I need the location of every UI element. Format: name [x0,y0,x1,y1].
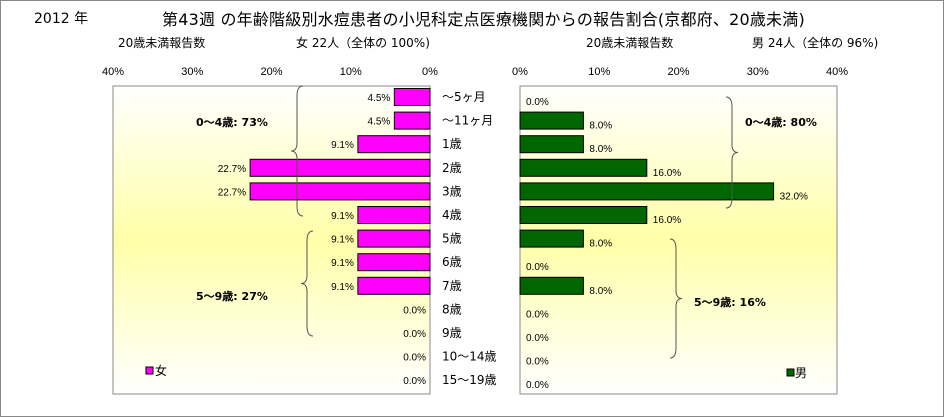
female-bar-label: 0.0% [403,305,426,316]
female-annotation-0-4: 0〜4歳: 73% [196,115,268,129]
age-category-label: 7歳 [442,279,462,293]
male-subtitle-right: 男 24人（全体の 96%) [752,36,879,50]
chart-year: 2012 年 [34,11,89,27]
male-x-tick-label: 0% [512,66,528,78]
female-brace-5-9 [300,230,314,337]
age-category-label: 〜5ヶ月 [442,90,486,104]
male-bar [519,182,775,201]
female-bar-label: 0.0% [403,329,426,340]
male-bar-label: 0.0% [526,262,549,273]
female-bar-label: 0.0% [403,353,426,364]
male-brace-0-4 [725,96,739,209]
male-bar-label: 0.0% [526,309,549,320]
male-x-tick-label: 20% [667,66,689,78]
female-x-tick-label: 30% [181,66,203,78]
male-bar-label: 32.0% [780,191,808,202]
female-bar [357,206,431,224]
age-category-label: 1歳 [442,137,462,151]
male-bar-label: 0.0% [526,380,549,391]
male-x-tick-label: 10% [588,66,610,78]
female-bar-label: 22.7% [218,164,246,175]
female-bar-label: 9.1% [331,282,354,293]
male-bar-label: 8.0% [589,144,612,155]
male-bar-label: 8.0% [589,286,612,297]
male-bar-label: 16.0% [653,168,681,179]
female-x-tick-label: 20% [260,66,282,78]
female-bar [393,88,431,106]
female-x-tick-label: 40% [102,66,124,78]
male-bar-label: 0.0% [526,97,549,108]
male-x-tick-label: 30% [747,66,769,78]
female-bar [357,135,431,154]
female-bar-label: 4.5% [368,93,391,104]
male-bar [519,276,584,295]
age-category-label: 9歳 [442,326,462,340]
male-bar-label: 8.0% [589,121,612,132]
female-bar [249,182,431,201]
female-legend-swatch [145,366,154,375]
female-bar-label: 9.1% [331,211,354,222]
female-subtitle-right: 女 22人（全体の 100%) [296,36,430,50]
female-x-tick-label: 10% [340,66,362,78]
female-bar-label: 4.5% [368,117,391,128]
male-bar [519,158,648,177]
age-category-label: 2歳 [442,161,462,175]
female-bar [357,229,431,248]
age-category-label: 15〜19歳 [442,373,497,387]
female-bar-label: 9.1% [331,258,354,269]
female-bar [249,158,431,177]
male-annotation-0-4: 0〜4歳: 80% [745,115,817,129]
age-category-label: 3歳 [442,184,462,198]
age-category-label: 10〜14歳 [442,350,497,364]
age-category-label: 4歳 [442,208,462,222]
female-legend-label: 女 [155,363,167,378]
female-bar-label: 0.0% [403,376,426,387]
male-subtitle-left: 20歳未満報告数 [586,36,674,50]
female-bar-label: 22.7% [218,187,246,198]
female-subtitle-left: 20歳未満報告数 [118,36,206,50]
male-bar [519,135,584,154]
female-bar [357,253,431,272]
female-bar [393,111,431,130]
male-bar-label: 16.0% [653,215,681,226]
male-bar-label: 8.0% [589,239,612,250]
male-brace-5-9 [669,238,683,359]
female-bar [357,276,431,295]
female-bar-label: 9.1% [331,235,354,246]
female-brace-0-4 [290,85,304,217]
male-bar-label: 0.0% [526,333,549,344]
age-category-label: 〜11ヶ月 [442,114,493,128]
female-annotation-5-9: 5〜9歳: 27% [196,289,268,303]
male-x-tick-label: 40% [826,66,848,78]
female-x-tick-label: 0% [422,66,438,78]
female-bar-label: 9.1% [331,140,354,151]
male-bar-label: 0.0% [526,357,549,368]
age-category-label: 6歳 [442,255,462,269]
male-annotation-5-9: 5〜9歳: 16% [694,295,766,309]
male-bar [519,111,584,130]
male-legend-swatch [786,368,795,377]
chart-title: 第43週 の年齢階級別水痘患者の小児科定点医療機関からの報告割合(京都府、20歳… [162,10,805,29]
male-bar [519,229,584,248]
age-category-label: 5歳 [442,232,462,246]
male-bar [519,206,648,224]
age-category-label: 8歳 [442,302,462,316]
male-legend-label: 男 [795,366,807,380]
